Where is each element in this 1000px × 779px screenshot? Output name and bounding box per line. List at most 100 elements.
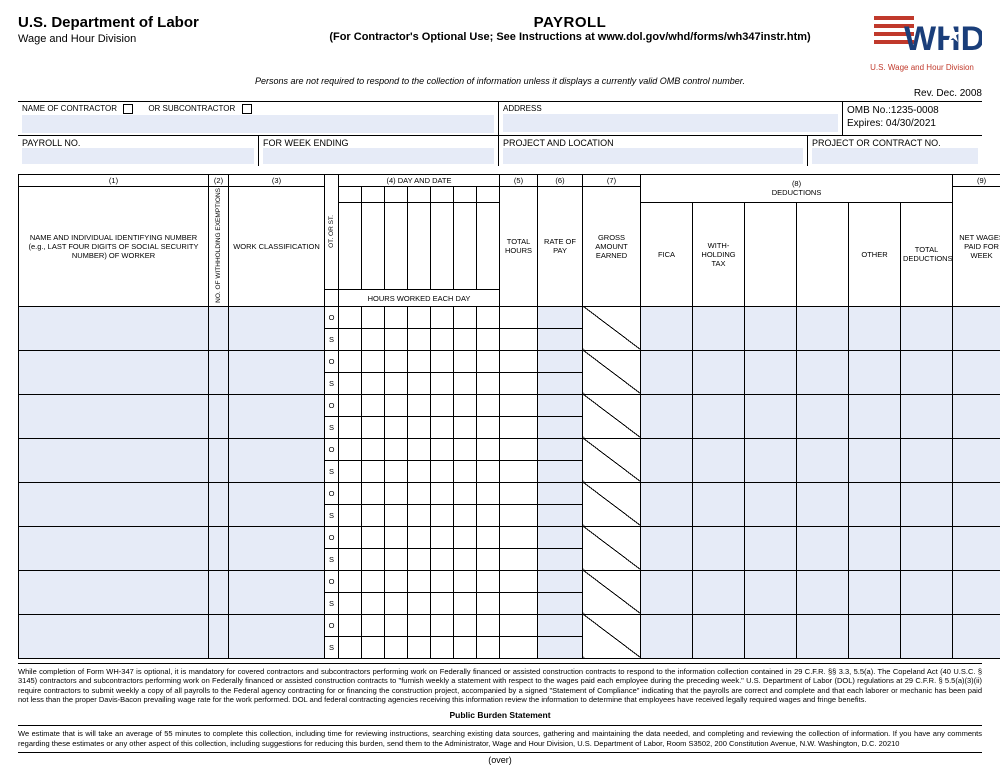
total-hours-s[interactable] (500, 636, 538, 658)
hours-s-day2[interactable] (362, 636, 385, 658)
hours-s-day3[interactable] (385, 548, 408, 570)
rate-o[interactable] (538, 614, 583, 636)
exemptions-field[interactable] (209, 526, 229, 570)
work-class-field[interactable] (229, 306, 325, 350)
hours-s-day5[interactable] (431, 372, 454, 394)
total-hours-o[interactable] (500, 350, 538, 372)
ded-blank2-field[interactable] (797, 482, 849, 526)
hours-o-day1[interactable] (339, 394, 362, 416)
hours-o-day5[interactable] (431, 570, 454, 592)
hours-o-day4[interactable] (408, 394, 431, 416)
ded-blank1-field[interactable] (745, 526, 797, 570)
hours-o-day5[interactable] (431, 350, 454, 372)
day-name-5[interactable] (431, 187, 454, 203)
rate-s[interactable] (538, 372, 583, 394)
hours-s-day5[interactable] (431, 548, 454, 570)
fica-field[interactable] (641, 438, 693, 482)
withholding-field[interactable] (693, 570, 745, 614)
hours-o-day4[interactable] (408, 350, 431, 372)
ded-blank2-field[interactable] (797, 438, 849, 482)
hours-s-day1[interactable] (339, 592, 362, 614)
day-date-3[interactable] (385, 202, 408, 289)
day-date-4[interactable] (408, 202, 431, 289)
total-hours-s[interactable] (500, 548, 538, 570)
total-ded-field[interactable] (901, 350, 953, 394)
total-hours-s[interactable] (500, 460, 538, 482)
hours-o-day4[interactable] (408, 614, 431, 636)
hours-s-day1[interactable] (339, 636, 362, 658)
hours-o-day4[interactable] (408, 526, 431, 548)
hours-s-day4[interactable] (408, 328, 431, 350)
rate-s[interactable] (538, 328, 583, 350)
hours-s-day7[interactable] (477, 328, 500, 350)
hours-o-day3[interactable] (385, 438, 408, 460)
rate-o[interactable] (538, 306, 583, 328)
worker-name-field[interactable] (19, 482, 209, 526)
hours-o-day7[interactable] (477, 350, 500, 372)
other-field[interactable] (849, 570, 901, 614)
rate-o[interactable] (538, 438, 583, 460)
total-hours-s[interactable] (500, 592, 538, 614)
hours-o-day5[interactable] (431, 614, 454, 636)
hours-o-day3[interactable] (385, 306, 408, 328)
hours-o-day6[interactable] (454, 350, 477, 372)
rate-s[interactable] (538, 504, 583, 526)
hours-s-day6[interactable] (454, 636, 477, 658)
hours-o-day1[interactable] (339, 614, 362, 636)
withholding-field[interactable] (693, 438, 745, 482)
net-wages-field[interactable] (953, 306, 1000, 350)
rate-s[interactable] (538, 548, 583, 570)
hours-s-day1[interactable] (339, 416, 362, 438)
total-ded-field[interactable] (901, 614, 953, 658)
total-hours-o[interactable] (500, 438, 538, 460)
hours-s-day1[interactable] (339, 328, 362, 350)
day-date-7[interactable] (477, 202, 500, 289)
hours-o-day1[interactable] (339, 350, 362, 372)
hours-s-day2[interactable] (362, 504, 385, 526)
hours-o-day3[interactable] (385, 614, 408, 636)
hours-s-day4[interactable] (408, 548, 431, 570)
hours-o-day1[interactable] (339, 306, 362, 328)
day-name-7[interactable] (477, 187, 500, 203)
hours-s-day5[interactable] (431, 636, 454, 658)
hours-s-day6[interactable] (454, 328, 477, 350)
work-class-field[interactable] (229, 526, 325, 570)
hours-o-day7[interactable] (477, 438, 500, 460)
ded-blank1-field[interactable] (745, 570, 797, 614)
hours-o-day6[interactable] (454, 526, 477, 548)
hours-o-day6[interactable] (454, 306, 477, 328)
hours-o-day7[interactable] (477, 570, 500, 592)
exemptions-field[interactable] (209, 394, 229, 438)
rate-o[interactable] (538, 482, 583, 504)
hours-s-day7[interactable] (477, 636, 500, 658)
rate-o[interactable] (538, 570, 583, 592)
work-class-field[interactable] (229, 438, 325, 482)
hours-s-day1[interactable] (339, 372, 362, 394)
net-wages-field[interactable] (953, 438, 1000, 482)
hours-o-day3[interactable] (385, 482, 408, 504)
payroll-no-field[interactable] (22, 148, 254, 164)
contract-no-field[interactable] (812, 148, 978, 164)
total-ded-field[interactable] (901, 394, 953, 438)
ded-blank1-field[interactable] (745, 614, 797, 658)
hours-o-day6[interactable] (454, 482, 477, 504)
fica-field[interactable] (641, 350, 693, 394)
hours-o-day6[interactable] (454, 614, 477, 636)
total-hours-o[interactable] (500, 306, 538, 328)
gross-field[interactable] (583, 482, 641, 526)
total-hours-s[interactable] (500, 328, 538, 350)
ded-blank2-field[interactable] (797, 394, 849, 438)
total-hours-s[interactable] (500, 416, 538, 438)
hours-o-day1[interactable] (339, 482, 362, 504)
worker-name-field[interactable] (19, 394, 209, 438)
hours-s-day7[interactable] (477, 592, 500, 614)
hours-s-day1[interactable] (339, 504, 362, 526)
work-class-field[interactable] (229, 570, 325, 614)
hours-o-day4[interactable] (408, 438, 431, 460)
gross-field[interactable] (583, 570, 641, 614)
total-hours-o[interactable] (500, 526, 538, 548)
hours-o-day5[interactable] (431, 438, 454, 460)
day-name-4[interactable] (408, 187, 431, 203)
total-hours-s[interactable] (500, 504, 538, 526)
ded-blank2-field[interactable] (797, 350, 849, 394)
